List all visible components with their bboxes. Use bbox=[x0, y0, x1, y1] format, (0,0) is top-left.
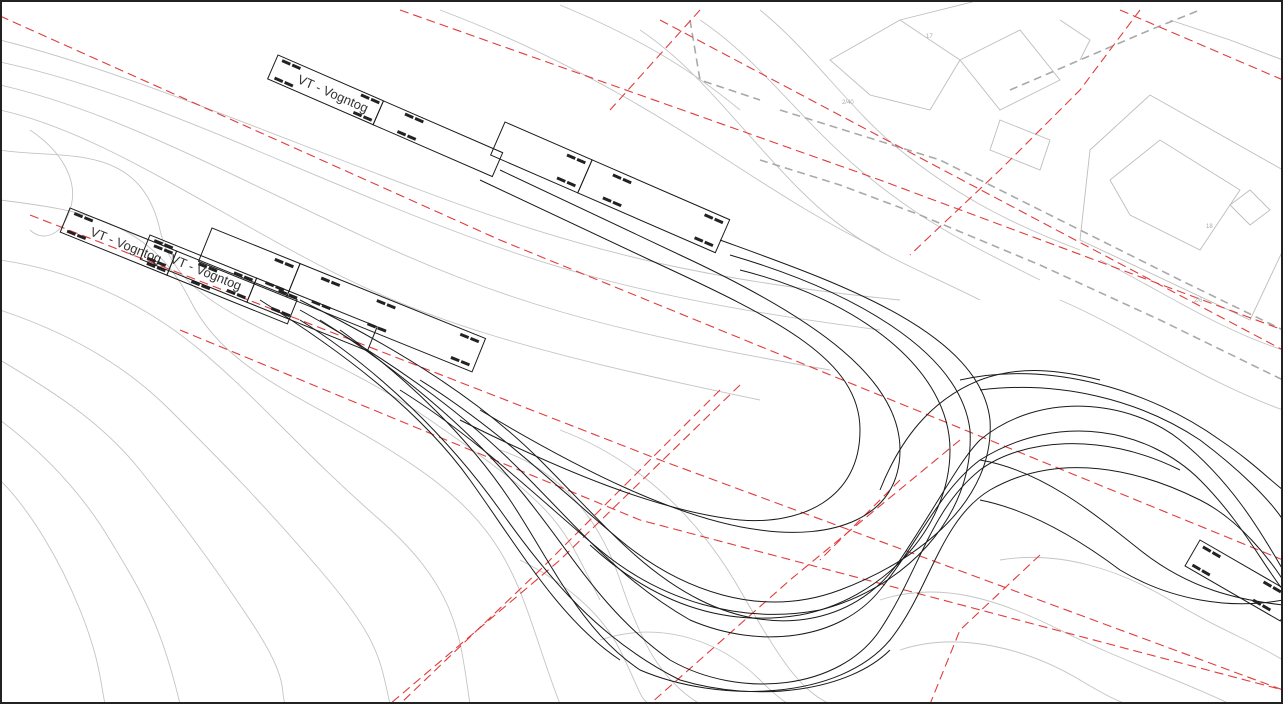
contour-line bbox=[879, 591, 1227, 702]
property-boundary bbox=[2, 16, 1281, 560]
parcel-label: 2/6 bbox=[1194, 298, 1203, 304]
swept-path-line bbox=[479, 169, 901, 533]
contour-line bbox=[519, 559, 648, 702]
property-boundary bbox=[399, 9, 1281, 330]
parcel-label: 2/40 bbox=[842, 100, 854, 106]
swept-path-line bbox=[299, 299, 1281, 622]
contour-line bbox=[2, 61, 881, 331]
vehicle-upper-2 bbox=[489, 121, 731, 254]
building-outline bbox=[1109, 139, 1241, 251]
vehicle-trailer bbox=[285, 262, 487, 373]
property-boundary bbox=[651, 439, 961, 702]
swept-path-line bbox=[589, 269, 951, 619]
swept-path-line bbox=[879, 370, 1101, 491]
contour-line bbox=[499, 449, 698, 702]
vehicle-trailer bbox=[577, 159, 731, 254]
building-outline bbox=[1079, 94, 1281, 321]
swept-path-line bbox=[959, 373, 1281, 490]
vehicle-cab bbox=[1184, 539, 1281, 622]
wheel-marks bbox=[556, 153, 724, 248]
property-boundary bbox=[609, 9, 701, 111]
swept-path-line bbox=[979, 386, 1281, 518]
wheel-marks bbox=[66, 212, 218, 291]
property-boundary bbox=[391, 384, 741, 702]
contour-line bbox=[599, 631, 787, 702]
property-boundary bbox=[930, 554, 1041, 702]
building-outline bbox=[899, 2, 974, 21]
wheel-marks bbox=[146, 239, 298, 318]
swept-path-line bbox=[259, 299, 621, 661]
contour-line bbox=[2, 110, 761, 401]
property-boundary bbox=[1119, 9, 1281, 80]
building-outline bbox=[989, 119, 1051, 171]
contour-line bbox=[899, 641, 1123, 702]
existing-road-edges bbox=[689, 9, 1281, 380]
contour-line bbox=[759, 9, 1081, 251]
vehicle-lower-c bbox=[197, 227, 487, 373]
swept-path-line bbox=[319, 319, 1181, 685]
contour-line bbox=[699, 19, 1041, 281]
contour-line bbox=[2, 149, 601, 601]
building-outline bbox=[959, 29, 1061, 111]
building-outline bbox=[1169, 19, 1281, 60]
wheel-marks bbox=[264, 257, 480, 367]
parcel-label: 18 bbox=[1206, 224, 1213, 230]
property-boundary bbox=[179, 329, 1281, 691]
swept-path-line bbox=[339, 329, 1281, 692]
contour-line bbox=[2, 310, 391, 702]
swept-path-line bbox=[979, 499, 1281, 605]
contour-line bbox=[439, 9, 881, 251]
contour-line bbox=[2, 85, 831, 371]
property-boundary bbox=[659, 19, 1281, 350]
vehicle-right bbox=[1184, 539, 1281, 622]
swept-path-line bbox=[459, 179, 861, 522]
contour-line bbox=[2, 420, 180, 702]
road-edge bbox=[759, 159, 1281, 380]
contour-line bbox=[2, 40, 901, 301]
vehicle-trailer bbox=[372, 100, 504, 178]
contour-line bbox=[999, 557, 1281, 660]
contour-line bbox=[559, 4, 741, 111]
swept-path-line bbox=[299, 319, 891, 693]
property-boundary bbox=[401, 389, 721, 702]
contour-line bbox=[559, 429, 828, 702]
building-outline bbox=[1059, 19, 1091, 61]
swept-path-line bbox=[419, 239, 991, 603]
parcel-label: 17 bbox=[926, 34, 933, 40]
building-outline bbox=[829, 19, 961, 111]
road-edge bbox=[779, 109, 1281, 330]
contour-line bbox=[2, 259, 471, 702]
parcel-labels: 17 2/40 18 2/6 bbox=[842, 34, 1213, 304]
contour-line bbox=[2, 360, 285, 702]
building-outlines bbox=[829, 2, 1281, 321]
property-boundary bbox=[819, 479, 901, 561]
road-edge bbox=[689, 19, 761, 101]
contour-line bbox=[1059, 299, 1281, 410]
building-outline bbox=[1229, 189, 1271, 226]
contour-line bbox=[2, 481, 106, 702]
wheel-marks bbox=[273, 59, 424, 141]
property-boundary bbox=[909, 9, 1141, 256]
contour-line bbox=[639, 29, 981, 301]
wheel-marks bbox=[1191, 545, 1281, 612]
contour-line bbox=[29, 129, 74, 237]
contour-line bbox=[1099, 259, 1281, 350]
swept-path-line bbox=[299, 309, 1281, 638]
